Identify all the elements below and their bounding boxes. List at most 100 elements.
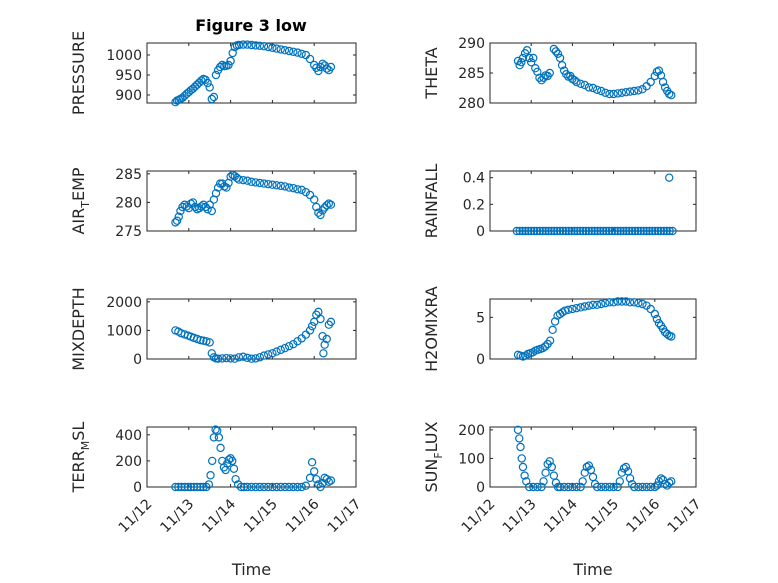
panel-4-data-point bbox=[512, 226, 521, 236]
panel-3-data-point bbox=[172, 216, 182, 225]
panel-8-data-point bbox=[634, 482, 643, 492]
panel-1-data-point bbox=[322, 64, 331, 73]
panel-6-data-point bbox=[521, 351, 530, 360]
panel-5-data-point bbox=[226, 354, 235, 363]
panel-5-data-point bbox=[293, 337, 302, 346]
panel-7-data-point bbox=[196, 482, 205, 492]
panel-1-data-point bbox=[297, 49, 306, 59]
panel-2-data-point bbox=[557, 60, 567, 70]
panel-6-data-point bbox=[538, 343, 547, 353]
panel-5-data-point bbox=[230, 354, 239, 363]
panel-2-data-point bbox=[605, 89, 614, 99]
panel-8-data-point bbox=[513, 425, 523, 435]
panel-8-data-point bbox=[559, 482, 569, 492]
panel-7-data-point bbox=[211, 425, 220, 434]
panel-7-data-point bbox=[204, 480, 214, 489]
panel-2-data-point bbox=[646, 77, 655, 87]
panel-2-data-point bbox=[650, 71, 660, 81]
panel-8-data-point bbox=[517, 454, 526, 463]
panel-4-data-point bbox=[584, 226, 594, 236]
panel-6-data-point bbox=[528, 348, 538, 357]
panel-4-data-point bbox=[648, 226, 657, 236]
panel-3-data-point bbox=[284, 183, 294, 192]
panel-2-data-point bbox=[570, 75, 579, 85]
panel-2-data-point bbox=[529, 53, 538, 63]
panel-3-y-tick-label: 275 bbox=[115, 224, 142, 240]
panel-8-x-tick-label: 11/16 bbox=[623, 496, 663, 536]
panel-2-data-point bbox=[522, 46, 532, 55]
panel-2-data-point bbox=[518, 53, 528, 63]
panel-2-data-point bbox=[524, 53, 534, 63]
panel-4-data-point bbox=[656, 226, 666, 236]
panel-8-data-point bbox=[609, 482, 618, 492]
panel-4-data-point bbox=[555, 226, 565, 236]
panel-2-data-point bbox=[630, 86, 639, 96]
panel-6-data-point bbox=[605, 298, 614, 307]
panel-4-data-point bbox=[665, 226, 674, 236]
panel-2-data-point bbox=[588, 83, 598, 93]
panel-6-data-point bbox=[592, 300, 602, 310]
panel-4-data-point bbox=[659, 226, 669, 236]
panel-3-data-point bbox=[247, 177, 256, 187]
panel-3-axes-box bbox=[146, 170, 357, 232]
panel-8-data-point bbox=[568, 482, 577, 492]
panel-7-data-point bbox=[251, 482, 260, 492]
panel-8-y-tick-label: 0 bbox=[476, 480, 485, 496]
panel-7-data-point bbox=[272, 482, 281, 492]
panel-2-data-point bbox=[625, 87, 635, 96]
panel-7-x-tick-label: 11/17 bbox=[325, 496, 365, 536]
panel-2-data-point bbox=[562, 69, 571, 79]
panel-8-y-tick-label: 200 bbox=[458, 423, 485, 439]
panel-8-data-point bbox=[656, 474, 666, 483]
panel-5-y-axis-label: MIXDEPTH bbox=[69, 287, 88, 370]
panel-3-data-point bbox=[207, 206, 216, 216]
panel-3-data-point bbox=[222, 183, 231, 192]
panel-2-data-point bbox=[665, 89, 674, 99]
panel-7-data-point bbox=[243, 482, 252, 492]
panel-1-data-point bbox=[264, 42, 273, 52]
panel-1-data-point bbox=[284, 46, 294, 56]
panel-7-data-point bbox=[192, 482, 202, 492]
panel-4-data-point bbox=[653, 226, 663, 236]
panel-4-data-point bbox=[578, 226, 588, 236]
panel-4-data-point bbox=[668, 226, 677, 236]
panel-6-data-point bbox=[572, 303, 581, 313]
panel-2-data-point bbox=[634, 86, 643, 95]
panel-8-data-point bbox=[524, 482, 534, 492]
panel-3-data-point bbox=[226, 172, 235, 181]
panel-1-data-point bbox=[209, 92, 219, 102]
panel-6-data-point bbox=[646, 304, 655, 314]
panel-5-data-point bbox=[280, 343, 290, 353]
panel-8-x-tick-label: 11/13 bbox=[500, 496, 540, 536]
panel-5-data-point bbox=[276, 345, 285, 355]
panel-1-data-point bbox=[289, 47, 298, 57]
panel-8-y-axis-label: SUNFLUX bbox=[422, 421, 445, 492]
panel-2-data-point bbox=[601, 88, 610, 98]
panel-6-y-tick-label: 0 bbox=[476, 352, 485, 368]
panel-4-data-point bbox=[645, 226, 654, 236]
panel-2-y-tick-label: 285 bbox=[458, 66, 485, 82]
panel-6-data-point bbox=[601, 298, 610, 308]
panel-8-data-point bbox=[650, 482, 660, 492]
panel-2-data-point bbox=[580, 80, 589, 90]
panel-4-data-point bbox=[622, 226, 631, 236]
panel-7-y-tick-label: 200 bbox=[115, 454, 142, 470]
panel-7-data-point bbox=[297, 482, 306, 492]
panel-7-y-tick-label: 0 bbox=[133, 480, 142, 496]
panel-8-data-point bbox=[642, 482, 651, 492]
panel-5-y-tick-label: 1000 bbox=[106, 323, 142, 339]
panel-2-data-point bbox=[553, 49, 563, 59]
panel-4-data-point bbox=[544, 226, 553, 236]
panel-6-data-point bbox=[630, 298, 639, 307]
panel-4-data-point bbox=[596, 226, 605, 236]
panel-8-data-point bbox=[597, 482, 606, 492]
panel-2-data-point bbox=[572, 77, 581, 87]
panel-6-data-point bbox=[662, 329, 672, 339]
panel-5-data-point bbox=[247, 354, 256, 363]
panel-1-data-point bbox=[251, 41, 260, 50]
panel-4-data-point bbox=[552, 226, 562, 236]
panel-6-data-point bbox=[564, 305, 573, 315]
panel-3-data-point bbox=[188, 198, 198, 207]
panel-1-data-point bbox=[272, 44, 281, 53]
panel-1-data-point bbox=[276, 45, 285, 54]
